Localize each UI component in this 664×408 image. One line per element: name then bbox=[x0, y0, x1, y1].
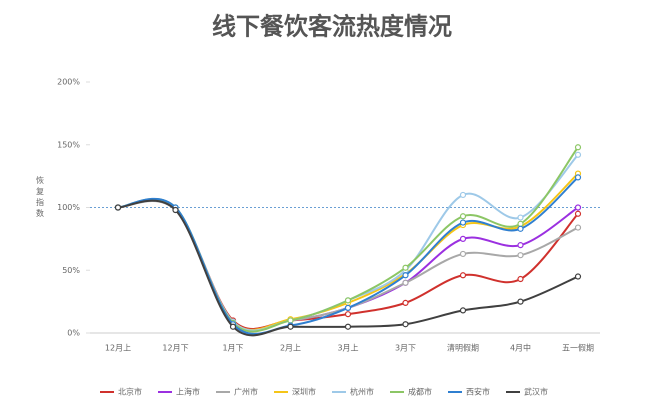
x-tick-label: 3月上 bbox=[337, 344, 358, 353]
legend-label: 西安市 bbox=[466, 387, 490, 397]
legend-label: 上海市 bbox=[176, 387, 200, 397]
point bbox=[172, 206, 179, 214]
x-tick-label: 3月下 bbox=[395, 344, 416, 353]
point bbox=[517, 225, 524, 232]
point bbox=[574, 151, 582, 158]
point bbox=[459, 307, 467, 314]
y-tick-label: 100% bbox=[57, 203, 80, 212]
legend-label: 武汉市 bbox=[524, 387, 548, 397]
y-axis-label-char: 复 bbox=[36, 186, 44, 196]
point bbox=[402, 264, 409, 271]
legend-label: 广州市 bbox=[234, 387, 258, 397]
point bbox=[574, 224, 582, 231]
point bbox=[517, 298, 524, 305]
point bbox=[114, 204, 122, 211]
point bbox=[459, 235, 467, 242]
point bbox=[459, 213, 467, 220]
point bbox=[574, 273, 582, 280]
point bbox=[344, 323, 352, 330]
point bbox=[574, 204, 582, 211]
chart-title: 线下餐饮客流热度情况 bbox=[212, 12, 452, 41]
point bbox=[517, 214, 524, 221]
x-tick-label: 2月上 bbox=[280, 344, 301, 353]
point bbox=[229, 323, 237, 330]
point bbox=[287, 317, 294, 324]
point bbox=[287, 323, 294, 330]
point bbox=[402, 279, 409, 286]
y-tick-label: 200% bbox=[57, 78, 80, 87]
y-tick-label: 0% bbox=[67, 329, 80, 338]
point bbox=[517, 275, 524, 283]
x-tick-label: 1月下 bbox=[222, 344, 243, 353]
legend-label: 杭州市 bbox=[350, 387, 374, 397]
point bbox=[402, 299, 409, 306]
series-line bbox=[117, 199, 579, 337]
x-tick-label: 4月中 bbox=[510, 343, 531, 353]
legend-label: 北京市 bbox=[118, 387, 142, 397]
point bbox=[517, 220, 524, 227]
point bbox=[574, 144, 582, 151]
y-tick-label: 50% bbox=[62, 266, 80, 275]
point bbox=[344, 304, 352, 311]
x-tick-label: 12月上 bbox=[105, 344, 131, 353]
x-tick-label: 五一假期 bbox=[562, 344, 594, 353]
legend-label: 成都市 bbox=[408, 387, 432, 397]
point bbox=[574, 210, 582, 217]
point bbox=[459, 250, 467, 258]
legend-label: 深圳市 bbox=[292, 387, 316, 397]
x-tick-label: 清明假期 bbox=[447, 343, 479, 353]
y-axis-label-char: 数 bbox=[36, 208, 44, 218]
x-tick-label: 12月下 bbox=[162, 344, 188, 353]
y-axis-label-char: 指 bbox=[36, 197, 44, 207]
point bbox=[344, 297, 352, 304]
point bbox=[517, 242, 524, 249]
point bbox=[574, 174, 582, 181]
y-tick-label: 150% bbox=[57, 140, 80, 149]
y-axis-label-char: 恢 bbox=[36, 175, 44, 185]
point bbox=[344, 311, 352, 318]
point bbox=[402, 321, 409, 328]
point bbox=[459, 272, 467, 279]
point bbox=[517, 252, 524, 259]
point bbox=[402, 272, 409, 279]
point bbox=[459, 191, 467, 199]
point bbox=[459, 219, 467, 226]
y-axis-label: 恢复指数 bbox=[36, 175, 44, 218]
